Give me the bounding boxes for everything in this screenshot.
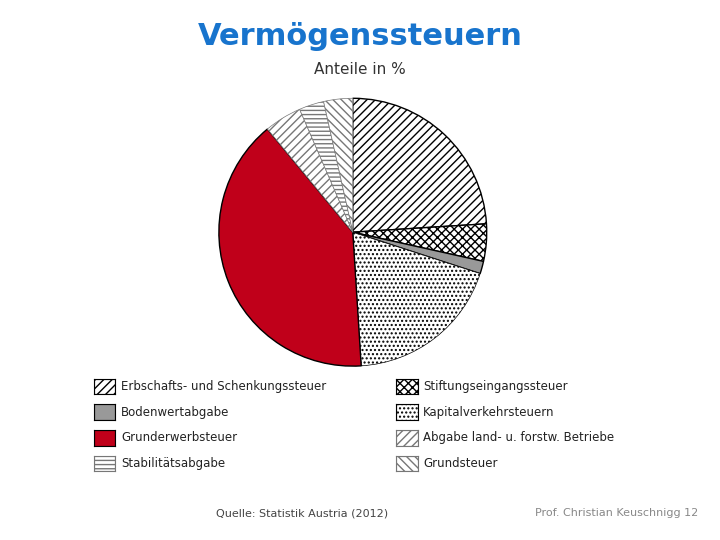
Wedge shape — [353, 232, 484, 274]
Text: Grundsteuer: Grundsteuer — [423, 457, 498, 470]
Wedge shape — [353, 98, 487, 232]
Wedge shape — [323, 98, 353, 232]
Text: Stabilitätsabgabe: Stabilitätsabgabe — [121, 457, 225, 470]
Wedge shape — [300, 102, 353, 232]
Text: Grunderwerbsteuer: Grunderwerbsteuer — [121, 431, 237, 444]
Wedge shape — [267, 109, 353, 232]
Text: Anteile in %: Anteile in % — [314, 62, 406, 77]
Wedge shape — [353, 232, 480, 366]
Text: Kapitalverkehrsteuern: Kapitalverkehrsteuern — [423, 406, 555, 419]
Text: Quelle: Statistik Austria (2012): Quelle: Statistik Austria (2012) — [216, 508, 389, 518]
Text: Erbschafts- und Schenkungssteuer: Erbschafts- und Schenkungssteuer — [121, 380, 326, 393]
Text: Stiftungseingangssteuer: Stiftungseingangssteuer — [423, 380, 568, 393]
Text: Abgabe land- u. forstw. Betriebe: Abgabe land- u. forstw. Betriebe — [423, 431, 614, 444]
Wedge shape — [219, 129, 361, 366]
Text: Vermögenssteuern: Vermögenssteuern — [197, 22, 523, 51]
Text: Bodenwertabgabe: Bodenwertabgabe — [121, 406, 230, 419]
Text: Prof. Christian Keuschnigg 12: Prof. Christian Keuschnigg 12 — [535, 508, 698, 518]
Wedge shape — [353, 224, 487, 261]
